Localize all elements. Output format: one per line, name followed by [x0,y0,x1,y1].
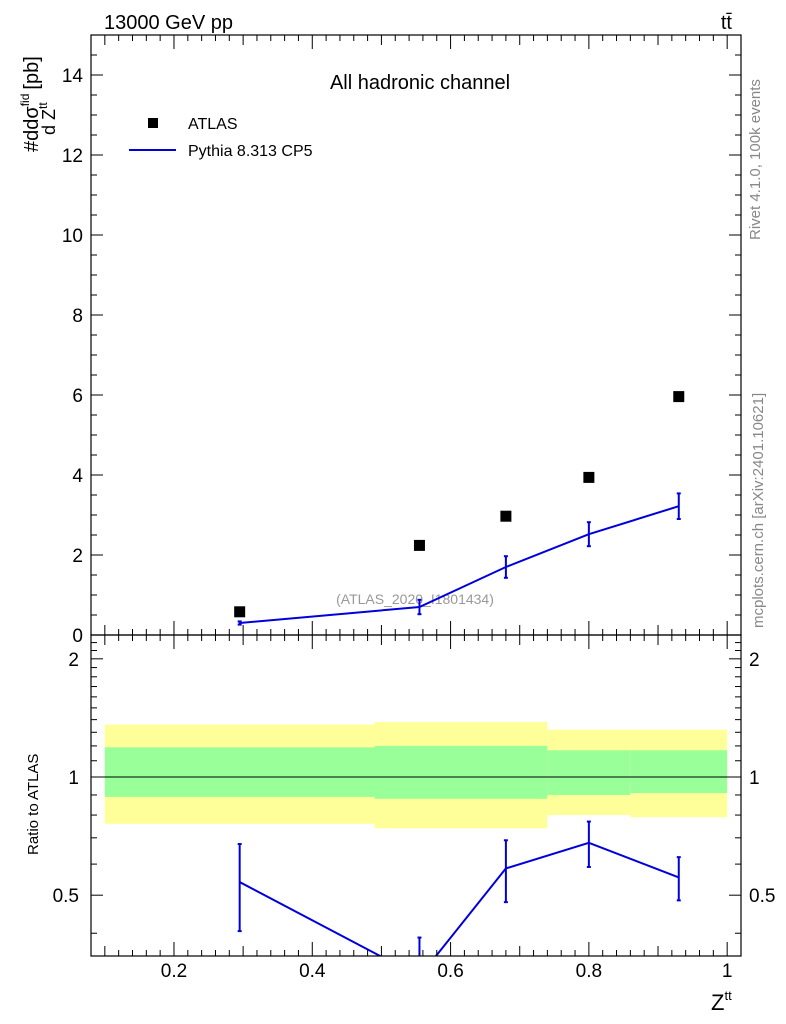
ratio-ytick-label-left: 2 [68,650,79,671]
mcplots-label: mcplots.cern.ch [arXiv:2401.10621] [750,393,767,628]
ratio-ytick-label-left: 1 [68,768,79,789]
main-ytick-label: 6 [72,386,83,407]
ratio-ytick-label-right: 0.5 [749,886,775,907]
process-label: tt̄ [721,12,733,34]
x-axis-label: Ztt [711,988,732,1015]
ratio-bands [104,722,728,829]
ratio-frame [90,634,742,957]
main-series [234,391,685,626]
atlas-marker-1 [413,539,425,551]
main-ytick-label: 14 [62,66,84,87]
x-tick-label: 0.4 [299,961,326,982]
ratio-series [237,820,681,956]
svg-text:#ddσfid[pb]: #ddσfid[pb] [18,56,43,152]
legend-pythia-label: Pythia 8.313 CP5 [188,143,313,160]
ratio-pythia-line [239,841,680,956]
main-ytick-label: 8 [72,306,83,327]
main-ytick-label: 0 [72,626,83,647]
main-ytick-label: 10 [62,226,83,247]
legend-atlas-label: ATLAS [188,116,238,133]
atlas-marker-4 [673,391,685,403]
main-y-axis-label-denominator: d Ztt [36,102,59,135]
beam-label: 13000 GeV pp [104,12,233,34]
x-tick-label: 1 [722,961,733,982]
x-tick-label: 0.6 [437,961,463,982]
x-tick-label: 0.8 [576,961,602,982]
rivet-label: Rivet 4.1.0, 100k events [747,79,764,240]
ratio-band-green-2 [547,750,631,795]
ratio-ytick-label-left: 0.5 [53,886,79,907]
legend-atlas-marker [148,118,158,128]
main-title: All hadronic channel [330,72,510,94]
ratio-y-axis-label: Ratio to ATLAS [25,754,42,855]
ratio-band-green-1 [374,745,548,799]
main-ytick-label: 12 [62,146,83,167]
main-plot-area: 0 2 4 6 8 10 12 14 [62,34,742,647]
main-ytick-label: 4 [72,466,83,487]
atlas-marker-3 [583,471,595,483]
ratio-band-green-0 [104,747,375,797]
x-tick-label: 0.2 [161,961,187,982]
ratio-ytick-label-right: 1 [749,768,760,789]
main-ytick-label: 2 [72,546,83,567]
legend: ATLAS Pythia 8.313 CP5 [129,116,313,160]
atlas-marker-0 [234,606,246,618]
svg-text:d Ztt: d Ztt [36,102,59,135]
ratio-band-green-3 [630,750,728,794]
atlas-marker-2 [500,510,512,522]
watermark: (ATLAS_2020_I1801434) [336,591,494,607]
main-y-axis-label: #ddσfid[pb] [18,56,43,152]
ratio-plot-area: 0.2 0.4 0.6 0.8 1 0.5 0.5 1 1 2 2 [53,634,775,982]
ratio-ytick-label-right: 2 [749,650,760,671]
